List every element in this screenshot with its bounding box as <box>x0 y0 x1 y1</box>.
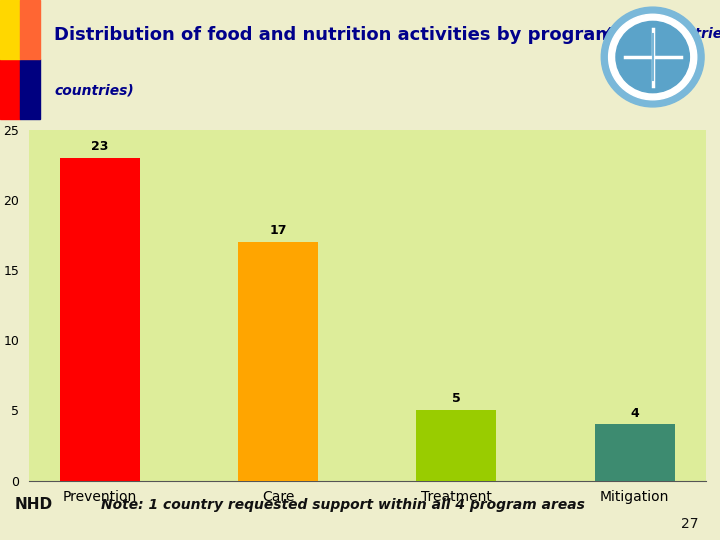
Text: NHD: NHD <box>14 497 53 512</box>
Circle shape <box>608 14 697 100</box>
Bar <box>20 59 40 119</box>
Bar <box>20 0 40 59</box>
Text: Note: 1 country requested support within all 4 program areas: Note: 1 country requested support within… <box>101 498 585 512</box>
Bar <box>0 0 20 59</box>
Bar <box>416 410 497 481</box>
Bar <box>0 59 20 119</box>
Text: (n=32 countries): (n=32 countries) <box>605 26 720 40</box>
Text: Distribution of food and nutrition activities by program area: Distribution of food and nutrition activ… <box>54 26 665 44</box>
Bar <box>595 424 675 481</box>
Bar <box>60 158 140 481</box>
Text: 17: 17 <box>269 224 287 237</box>
Bar <box>238 242 318 481</box>
Text: 27: 27 <box>681 517 698 531</box>
Text: 5: 5 <box>452 393 461 406</box>
Circle shape <box>601 7 704 107</box>
Text: 4: 4 <box>630 407 639 420</box>
Text: countries): countries) <box>54 83 134 97</box>
Circle shape <box>616 22 690 93</box>
Text: 23: 23 <box>91 140 109 153</box>
